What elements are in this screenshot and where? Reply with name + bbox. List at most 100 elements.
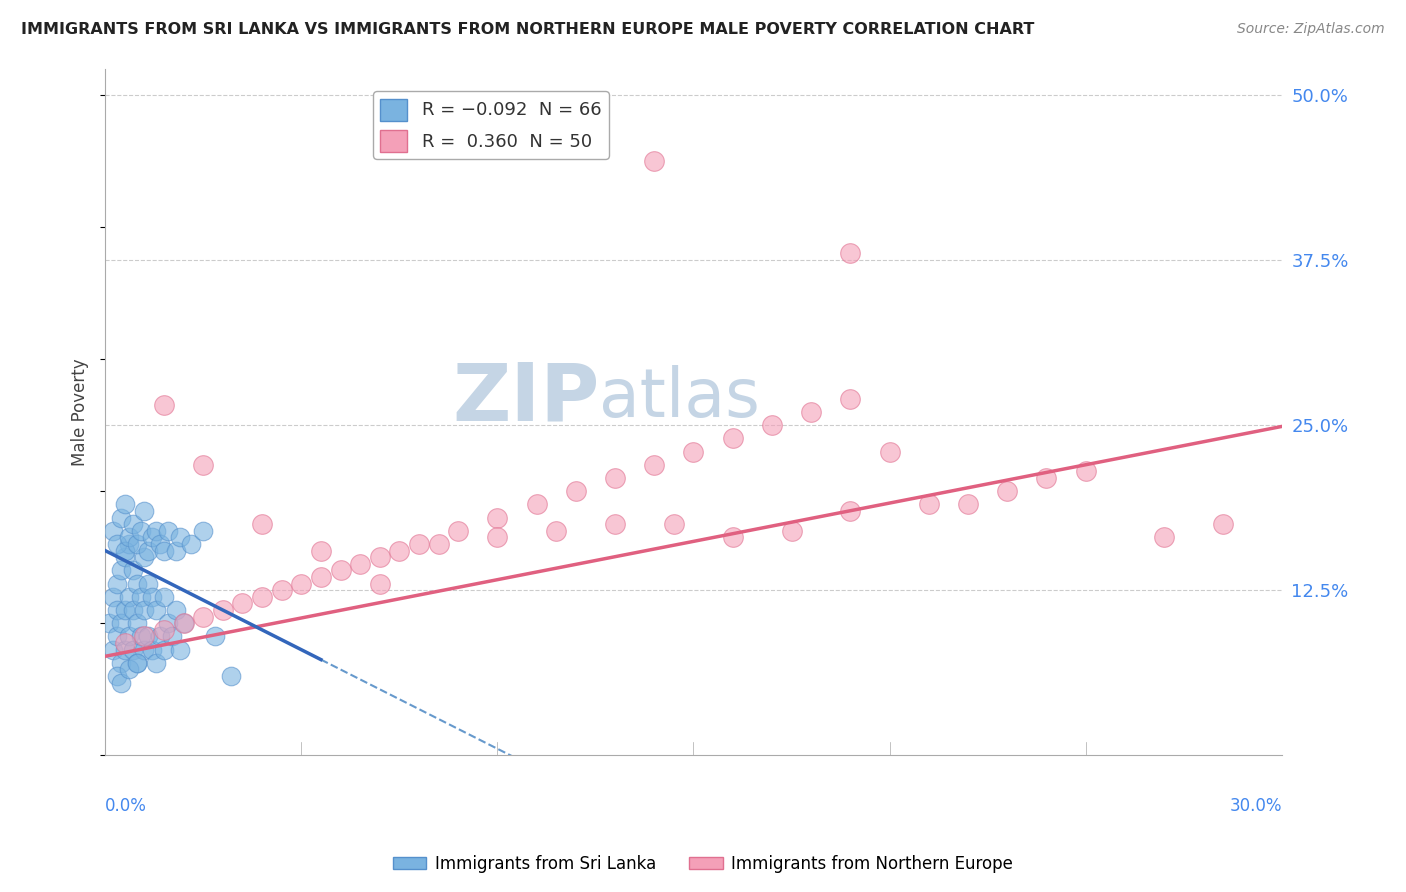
Point	[309, 543, 332, 558]
Text: IMMIGRANTS FROM SRI LANKA VS IMMIGRANTS FROM NORTHERN EUROPE MALE POVERTY CORREL: IMMIGRANTS FROM SRI LANKA VS IMMIGRANTS …	[21, 22, 1035, 37]
Point	[153, 543, 176, 558]
Point	[145, 656, 167, 670]
Point	[141, 530, 163, 544]
Point	[603, 471, 626, 485]
Point	[145, 603, 167, 617]
Point	[149, 630, 172, 644]
Point	[546, 524, 568, 538]
Point	[114, 636, 136, 650]
Point	[149, 537, 172, 551]
Point	[138, 543, 160, 558]
Point	[125, 656, 148, 670]
Point	[682, 444, 704, 458]
Point	[169, 530, 191, 544]
Point	[114, 642, 136, 657]
Y-axis label: Male Poverty: Male Poverty	[72, 358, 89, 466]
Point	[134, 630, 156, 644]
Point	[101, 590, 124, 604]
Point	[486, 510, 509, 524]
Point	[780, 524, 803, 538]
Point	[165, 543, 187, 558]
Point	[447, 524, 470, 538]
Point	[110, 656, 132, 670]
Point	[839, 392, 862, 406]
Point	[121, 642, 143, 657]
Point	[761, 418, 783, 433]
Point	[153, 590, 176, 604]
Text: ZIP: ZIP	[453, 359, 599, 437]
Point	[1035, 471, 1057, 485]
Point	[101, 524, 124, 538]
Point	[121, 563, 143, 577]
Point	[329, 563, 352, 577]
Point	[110, 675, 132, 690]
Text: Source: ZipAtlas.com: Source: ZipAtlas.com	[1237, 22, 1385, 37]
Point	[125, 576, 148, 591]
Point	[800, 405, 823, 419]
Point	[204, 630, 226, 644]
Legend: R = −0.092  N = 66, R =  0.360  N = 50: R = −0.092 N = 66, R = 0.360 N = 50	[373, 91, 609, 159]
Point	[145, 524, 167, 538]
Point	[153, 623, 176, 637]
Point	[156, 616, 179, 631]
Point	[643, 153, 665, 168]
Point	[110, 510, 132, 524]
Point	[125, 656, 148, 670]
Point	[98, 616, 121, 631]
Point	[105, 537, 128, 551]
Point	[110, 616, 132, 631]
Point	[180, 537, 202, 551]
Point	[138, 630, 160, 644]
Point	[105, 603, 128, 617]
Point	[721, 530, 744, 544]
Point	[118, 530, 141, 544]
Point	[101, 642, 124, 657]
Point	[1153, 530, 1175, 544]
Point	[118, 590, 141, 604]
Point	[662, 517, 685, 532]
Point	[165, 603, 187, 617]
Point	[118, 537, 141, 551]
Point	[169, 642, 191, 657]
Point	[565, 484, 588, 499]
Point	[368, 576, 391, 591]
Point	[839, 246, 862, 260]
Point	[956, 497, 979, 511]
Point	[153, 398, 176, 412]
Point	[118, 630, 141, 644]
Point	[193, 458, 215, 472]
Point	[134, 504, 156, 518]
Point	[408, 537, 430, 551]
Point	[879, 444, 901, 458]
Point	[193, 609, 215, 624]
Point	[153, 642, 176, 657]
Point	[1212, 517, 1234, 532]
Point	[918, 497, 941, 511]
Point	[603, 517, 626, 532]
Point	[138, 576, 160, 591]
Point	[121, 517, 143, 532]
Point	[114, 543, 136, 558]
Point	[105, 576, 128, 591]
Text: atlas: atlas	[599, 365, 761, 431]
Point	[121, 603, 143, 617]
Point	[114, 550, 136, 565]
Point	[839, 504, 862, 518]
Point	[129, 524, 152, 538]
Point	[110, 563, 132, 577]
Point	[129, 630, 152, 644]
Point	[160, 630, 183, 644]
Point	[290, 576, 312, 591]
Point	[212, 603, 235, 617]
Point	[526, 497, 548, 511]
Legend: Immigrants from Sri Lanka, Immigrants from Northern Europe: Immigrants from Sri Lanka, Immigrants fr…	[387, 848, 1019, 880]
Point	[388, 543, 411, 558]
Point	[118, 663, 141, 677]
Point	[105, 630, 128, 644]
Point	[105, 669, 128, 683]
Point	[141, 642, 163, 657]
Point	[427, 537, 450, 551]
Point	[368, 550, 391, 565]
Point	[643, 458, 665, 472]
Point	[173, 616, 195, 631]
